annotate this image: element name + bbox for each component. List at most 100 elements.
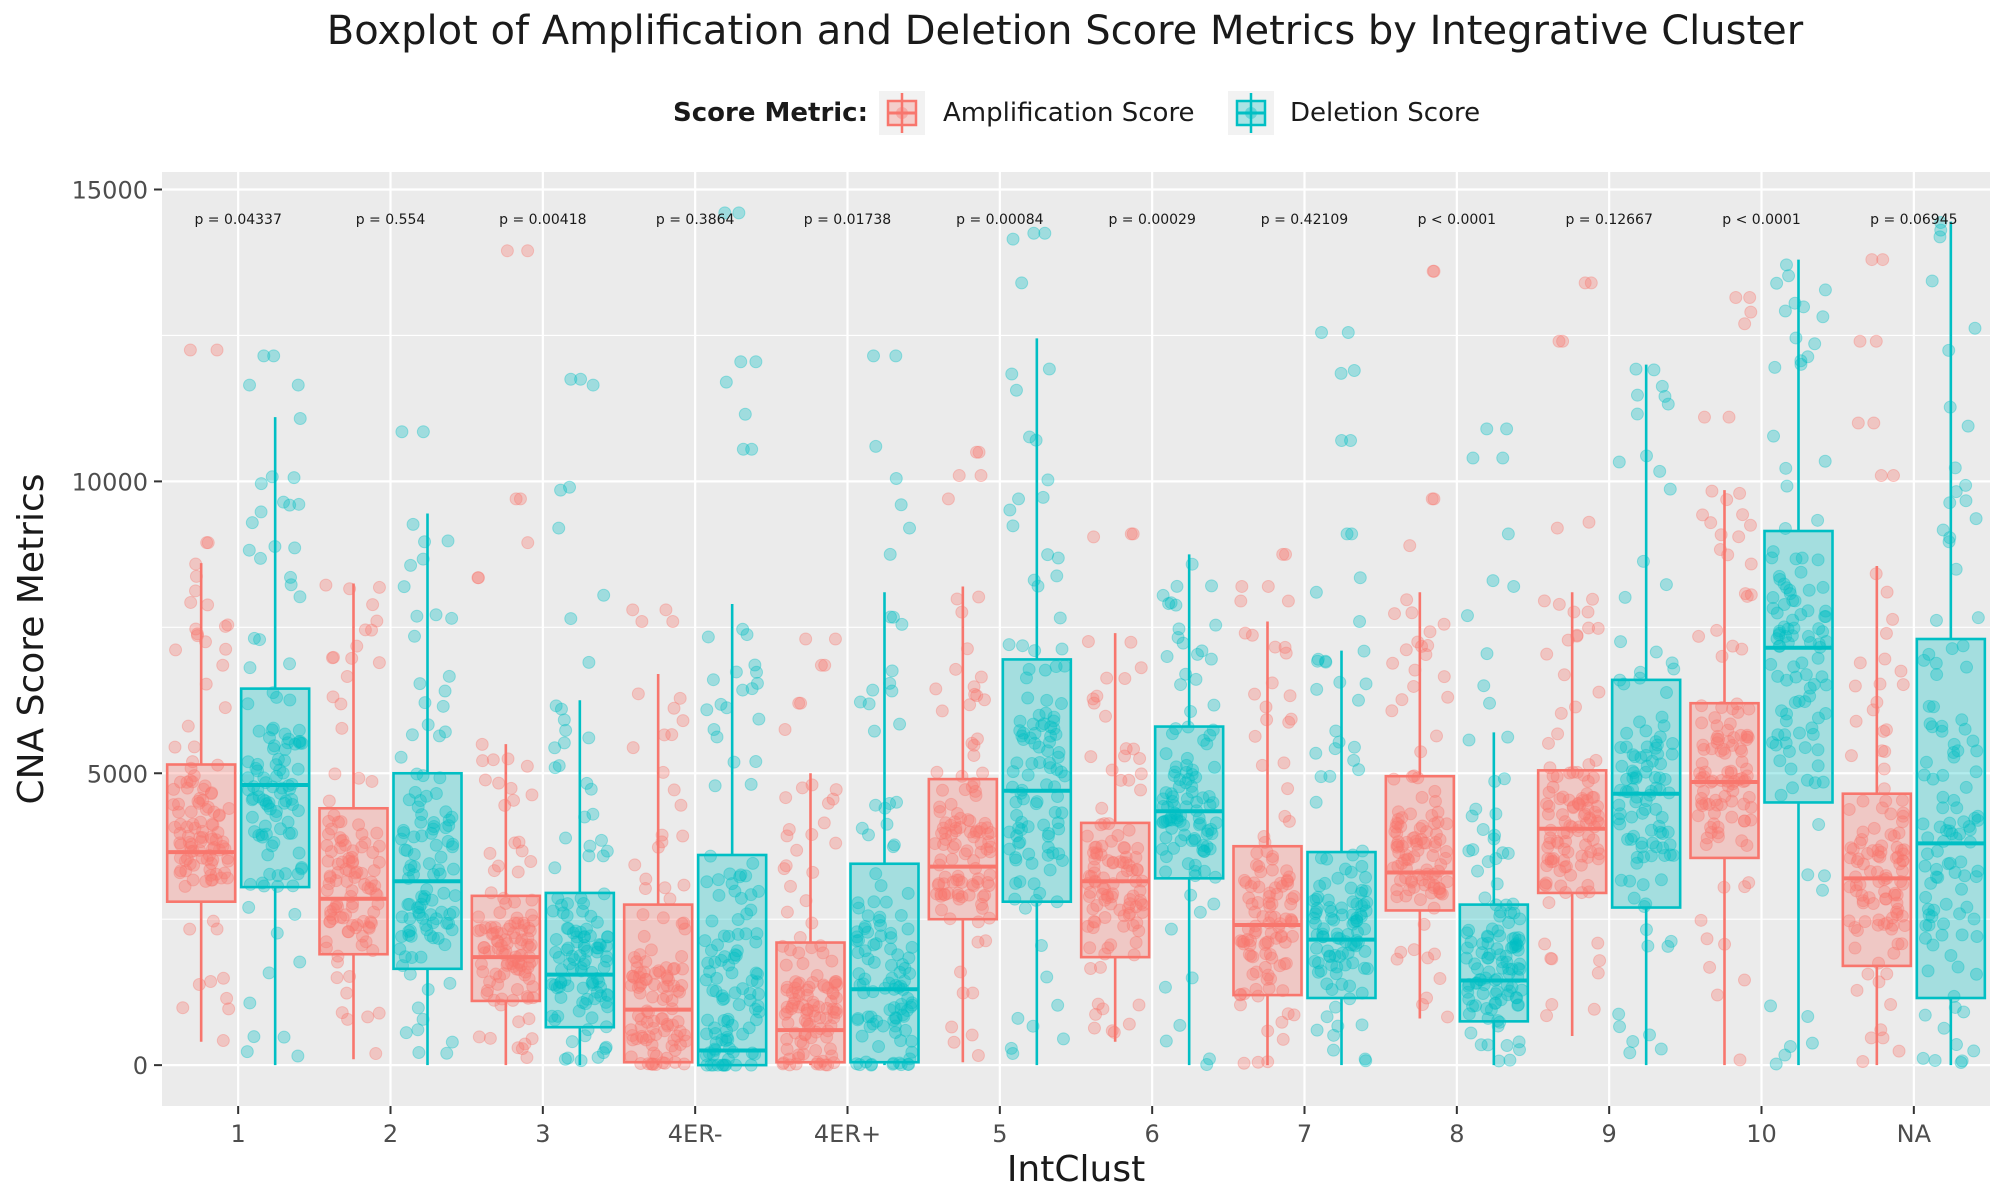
data-point [193, 791, 207, 805]
pvalue-label-8: p < 0.0001 [1418, 212, 1497, 228]
x-tick-label-10: 10 [1746, 1120, 1777, 1148]
data-point [1237, 934, 1251, 948]
data-point [1134, 767, 1148, 781]
data-point [798, 1013, 812, 1027]
data-point [483, 846, 497, 860]
data-point [413, 677, 427, 691]
data-point [221, 618, 235, 632]
data-point [823, 1042, 837, 1056]
data-point [410, 609, 424, 623]
data-point [862, 697, 876, 711]
box-amplification-5 [927, 445, 999, 1063]
data-point [727, 755, 741, 769]
data-point [211, 825, 225, 839]
data-point [795, 781, 809, 795]
data-point [412, 1046, 426, 1060]
data-point [1879, 626, 1893, 640]
data-point [637, 965, 651, 979]
data-point [800, 1002, 814, 1016]
data-point [342, 851, 356, 865]
data-point [930, 887, 944, 901]
data-point [1551, 727, 1565, 741]
data-point [635, 1029, 649, 1043]
data-point [319, 578, 333, 592]
data-point [1129, 936, 1143, 950]
data-point [869, 439, 883, 453]
data-point [813, 1011, 827, 1025]
data-point [438, 684, 452, 698]
data-point [204, 830, 218, 844]
data-point [1884, 997, 1898, 1011]
data-point [1545, 997, 1559, 1011]
data-point [346, 918, 360, 932]
data-point [284, 570, 298, 584]
data-point [1918, 1008, 1932, 1022]
data-point [340, 669, 354, 683]
data-point [1869, 334, 1883, 348]
data-point [334, 815, 348, 829]
x-axis-title: IntClust [1007, 1149, 1145, 1190]
box-iqr [1458, 903, 1530, 1023]
data-point [1340, 527, 1354, 541]
data-point [809, 1044, 823, 1058]
data-point [678, 1028, 692, 1042]
data-point [954, 965, 968, 979]
data-point [979, 934, 993, 948]
data-point [1720, 493, 1734, 507]
data-point [1613, 1020, 1627, 1034]
data-point [1041, 473, 1055, 487]
data-point [184, 595, 198, 609]
data-point [1284, 712, 1298, 726]
data-point [1125, 863, 1139, 877]
data-point [1441, 1010, 1455, 1024]
data-point [323, 871, 337, 885]
data-point [1848, 679, 1862, 693]
data-point [1592, 685, 1606, 699]
data-point [1584, 276, 1598, 290]
data-point [668, 1043, 682, 1057]
data-point [333, 841, 347, 855]
data-point [830, 978, 844, 992]
data-point [655, 1012, 669, 1026]
data-point [1245, 897, 1259, 911]
data-point [1311, 652, 1325, 666]
data-point [805, 778, 819, 792]
data-point [574, 372, 588, 386]
data-point [1122, 859, 1136, 873]
data-point [1353, 614, 1367, 628]
data-point [522, 972, 536, 986]
data-point [1087, 860, 1101, 874]
data-point [1347, 740, 1361, 754]
data-point [827, 1011, 841, 1025]
data-point [1500, 1039, 1514, 1053]
data-point [247, 1030, 261, 1044]
data-point [1105, 890, 1119, 904]
data-point [800, 983, 814, 997]
data-point [333, 831, 347, 845]
data-point [508, 931, 522, 945]
data-point [968, 784, 982, 798]
data-point [1242, 891, 1256, 905]
data-point [625, 1029, 639, 1043]
data-point [825, 954, 839, 968]
data-point [938, 870, 952, 884]
data-point [821, 796, 835, 810]
data-point [1004, 1041, 1018, 1055]
data-point [1925, 274, 1939, 288]
data-point [652, 964, 666, 978]
data-point [1335, 434, 1349, 448]
data-point [1612, 1007, 1626, 1021]
data-point [1084, 962, 1098, 976]
pvalue-label-7: p = 0.42109 [1261, 212, 1348, 228]
data-point [1120, 864, 1134, 878]
data-point [1283, 689, 1297, 703]
data-point [647, 1046, 661, 1060]
data-point [1694, 913, 1708, 927]
data-point [948, 837, 962, 851]
data-point [647, 978, 661, 992]
data-point [1477, 679, 1491, 693]
data-point [429, 608, 443, 622]
data-point [1480, 422, 1494, 436]
data-point [885, 664, 899, 678]
data-point [503, 919, 517, 933]
